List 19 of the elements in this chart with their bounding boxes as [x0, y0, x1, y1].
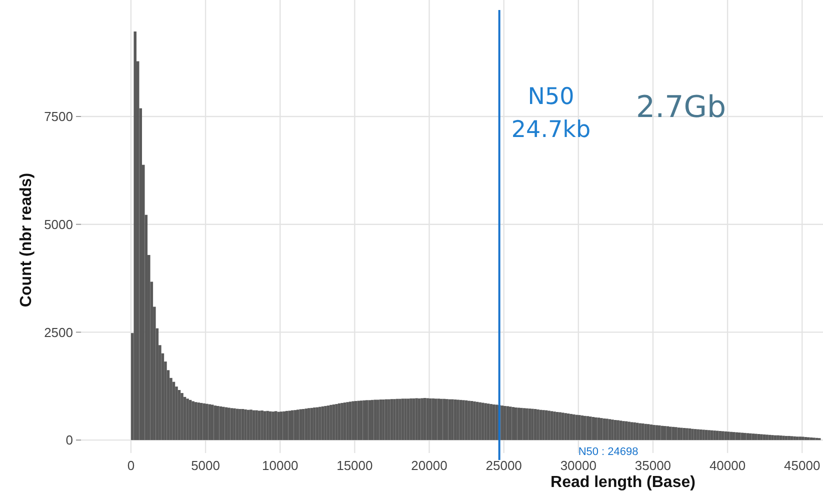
x-tick-label: 30000: [560, 458, 596, 473]
x-tick-label: 45000: [784, 458, 820, 473]
x-tick-label: 40000: [709, 458, 746, 473]
ref-line-label: N50 : 24698: [578, 446, 638, 458]
y-tick-label: 0: [66, 432, 73, 448]
y-tick-label: 7500: [44, 109, 73, 124]
x-axis-title: Read length (Base): [550, 474, 696, 491]
y-axis-title: Count (nbr reads): [18, 172, 35, 308]
y-tick-label: 2500: [44, 324, 73, 340]
x-tick-label: 20000: [411, 458, 448, 473]
x-tick-label: 0: [127, 458, 135, 473]
y-tick-label: 5000: [44, 216, 73, 232]
annotation: N50 24.7kb: [511, 84, 591, 143]
x-tick-label: 25000: [486, 458, 522, 473]
annotation: 2.7Gb: [636, 90, 726, 125]
x-tick-label: 35000: [634, 458, 672, 473]
x-tick-label: 5000: [191, 458, 220, 473]
x-tick-label: 10000: [262, 458, 298, 473]
x-tick-label: 15000: [336, 458, 373, 473]
